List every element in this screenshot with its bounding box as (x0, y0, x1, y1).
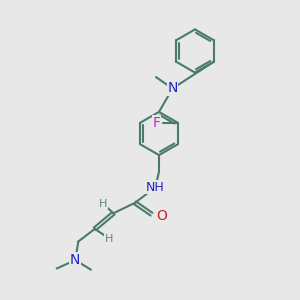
Text: H: H (99, 199, 107, 209)
Text: N: N (70, 253, 80, 267)
Text: NH: NH (146, 181, 165, 194)
Text: N: N (167, 82, 178, 95)
Text: O: O (156, 209, 167, 223)
Text: F: F (152, 116, 160, 130)
Text: H: H (105, 234, 113, 244)
